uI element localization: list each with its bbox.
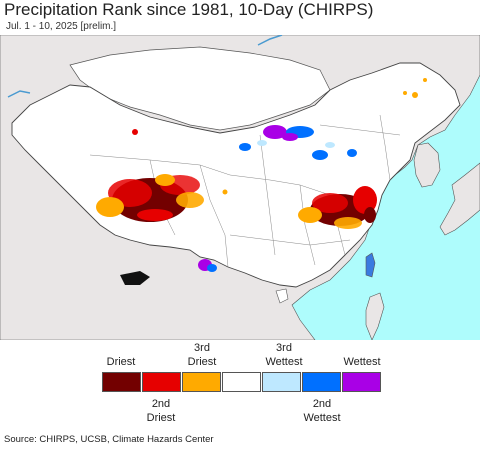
lake-baikal (257, 35, 283, 46)
legend-box-normal (222, 372, 261, 392)
legend-bottom-label-2nd-wettest: 2nd Wettest (303, 398, 341, 424)
japan (439, 162, 480, 236)
legend-box-driest (102, 372, 141, 392)
mongolia-border (69, 46, 331, 131)
legend-bottom-label-2nd-driest: 2nd Driest (146, 398, 176, 424)
legend-box-2nd-driest (142, 372, 181, 392)
legend-box-2nd-wettest (302, 372, 341, 392)
lake-balkhash (7, 90, 31, 98)
precipitation-map (0, 35, 480, 340)
legend-top-label-driest: Driest (106, 356, 136, 368)
dry-patches-west (96, 174, 204, 222)
taiwan (365, 252, 376, 278)
source-credit: Source: CHIRPS, UCSB, Climate Hazards Ce… (4, 434, 214, 445)
bangladesh-dry (120, 271, 150, 285)
dry-speckles (132, 78, 427, 195)
map-title: Precipitation Rank since 1981, 10-Day (C… (4, 0, 374, 19)
dry-patches-east (298, 186, 377, 229)
wet-patches (198, 125, 357, 272)
china-land (11, 62, 461, 288)
legend-box-3rd-driest (182, 372, 221, 392)
legend-top-label-3rd-driest: 3rd Driest (187, 342, 217, 368)
map-svg (0, 35, 480, 340)
philippines (365, 292, 385, 340)
korea (413, 142, 441, 188)
legend-box-3rd-wettest (262, 372, 301, 392)
legend-box-wettest (342, 372, 381, 392)
hainan (275, 288, 289, 304)
province-lines (89, 114, 401, 268)
legend-top-label-wettest: Wettest (343, 356, 381, 368)
map-subtitle: Jul. 1 - 10, 2025 [prelim.] (6, 21, 117, 32)
legend-top-label-3rd-wettest: 3rd Wettest (265, 342, 303, 368)
